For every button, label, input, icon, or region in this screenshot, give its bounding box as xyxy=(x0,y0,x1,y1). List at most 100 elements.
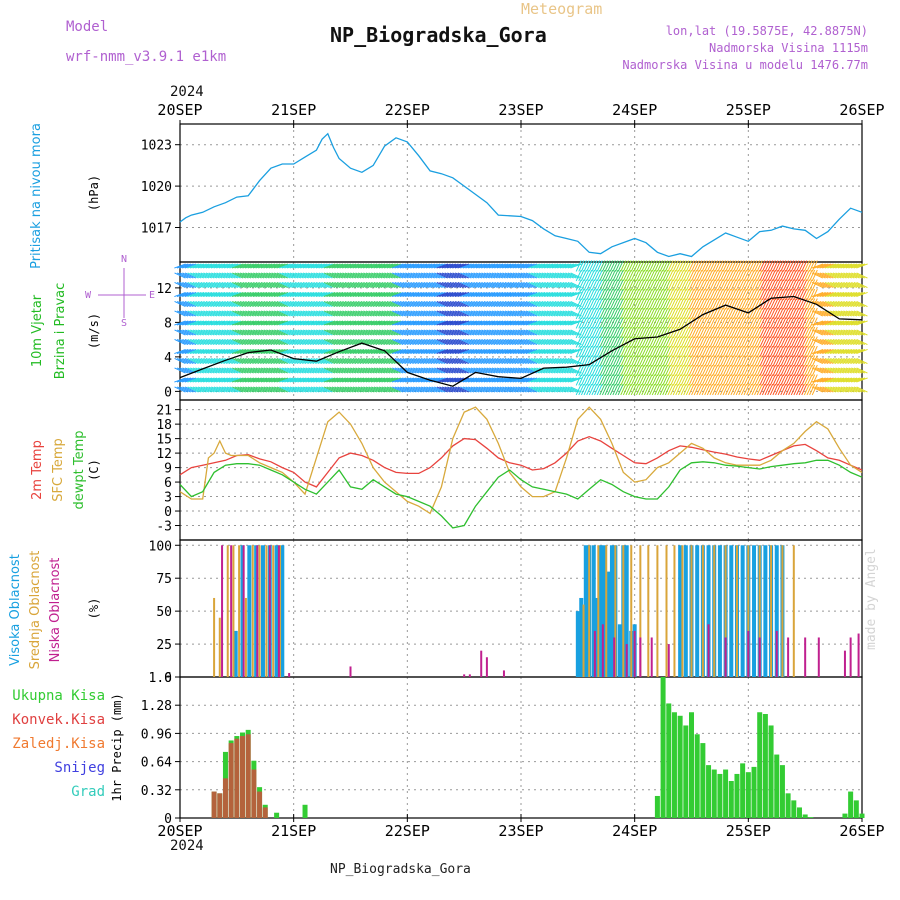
wind-barb xyxy=(253,310,265,317)
wind-barb xyxy=(575,326,582,339)
wind-barb xyxy=(601,336,608,348)
wind-barb xyxy=(612,336,619,348)
wind-barb xyxy=(237,263,249,269)
wind-barb xyxy=(607,336,614,348)
wind-barb xyxy=(740,260,747,272)
wind-barb xyxy=(195,358,207,364)
wind-barb xyxy=(237,367,249,374)
wind-barb xyxy=(462,358,475,364)
wind-barb xyxy=(420,386,433,393)
wind-barb xyxy=(449,358,462,364)
wind-barb xyxy=(567,339,580,345)
wind-barb xyxy=(412,320,425,326)
wind-barb xyxy=(473,310,485,317)
wind-barb xyxy=(559,367,572,374)
wind-barb xyxy=(775,383,782,396)
wind-barb xyxy=(717,326,724,339)
wind-barb xyxy=(851,310,863,317)
wind-barb xyxy=(704,298,711,310)
wind-barb xyxy=(205,272,218,279)
wind-barb xyxy=(436,339,448,345)
wind-barb xyxy=(517,282,530,288)
wind-barb xyxy=(515,348,527,355)
wind-barb xyxy=(746,364,753,377)
wind-barb xyxy=(260,272,273,279)
wind-barb xyxy=(352,377,365,383)
wind-barb xyxy=(176,282,189,288)
wind-barb xyxy=(179,348,192,355)
wind-barb xyxy=(441,329,454,336)
wind-barb xyxy=(415,358,427,364)
wind-barb xyxy=(588,317,595,329)
wind-barb xyxy=(336,320,349,326)
wind-barb xyxy=(536,348,548,355)
wind-barb xyxy=(824,377,837,383)
wind-barb xyxy=(242,272,254,279)
wind-barb xyxy=(292,291,304,298)
wind-barb xyxy=(179,329,191,336)
wind-barb xyxy=(245,367,257,374)
wind-barb xyxy=(239,329,252,336)
wind-barb xyxy=(759,317,766,329)
wind-barb xyxy=(339,377,352,383)
wind-barb xyxy=(567,291,580,298)
wind-barb xyxy=(504,320,517,326)
wind-barb xyxy=(386,358,399,364)
wind-barb xyxy=(551,320,564,326)
wind-barb xyxy=(239,320,252,326)
wind-barb xyxy=(315,348,328,355)
wind-barb xyxy=(439,386,451,393)
wind-barb xyxy=(247,263,260,269)
wind-barb xyxy=(355,291,367,298)
wind-barb xyxy=(696,260,703,272)
wind-barb xyxy=(504,310,517,317)
wind-barb xyxy=(743,355,750,367)
wind-barb xyxy=(788,364,795,377)
wind-barb xyxy=(714,317,721,329)
wind-barb xyxy=(751,269,758,282)
wind-barb xyxy=(601,260,608,272)
wind-barb xyxy=(441,291,454,298)
wind-barb xyxy=(811,348,824,355)
wind-barb xyxy=(580,374,587,386)
wind-barb xyxy=(730,307,737,320)
wind-barb xyxy=(326,348,338,355)
wind-barb xyxy=(237,329,249,336)
wind-barb xyxy=(499,348,512,355)
wind-barb xyxy=(517,339,530,345)
wind-barb xyxy=(213,320,226,326)
wind-barb xyxy=(441,282,454,288)
wind-barb xyxy=(649,383,656,396)
wind-barb xyxy=(588,345,595,358)
wind-barb xyxy=(693,279,700,291)
wind-barb xyxy=(649,364,656,377)
panel-unit-label: (hPa) xyxy=(87,175,101,211)
wind-barb xyxy=(793,279,800,291)
wind-barb xyxy=(410,377,422,383)
wind-barb xyxy=(226,339,239,345)
wind-barb xyxy=(308,386,320,393)
wind-barb xyxy=(284,329,296,336)
wind-barb xyxy=(704,345,711,358)
cloud-bar xyxy=(258,545,261,677)
wind-barb xyxy=(365,282,378,288)
wind-barb xyxy=(843,301,855,307)
wind-barb xyxy=(507,272,519,279)
wind-barb xyxy=(195,377,207,383)
cloud-bar xyxy=(601,545,606,677)
wind-barb xyxy=(360,367,372,374)
wind-barb xyxy=(216,301,228,307)
wind-barb xyxy=(496,367,509,374)
wind-barb xyxy=(470,377,483,383)
wind-barb xyxy=(662,298,669,310)
wind-barb xyxy=(599,288,606,301)
wind-barb xyxy=(468,386,480,393)
wind-barb xyxy=(607,326,614,339)
wind-barb xyxy=(565,291,577,298)
wind-barb xyxy=(722,307,729,320)
wind-barb xyxy=(835,301,847,307)
cloud-bar xyxy=(681,545,684,677)
wind-barb xyxy=(226,320,239,326)
wind-barb xyxy=(706,279,713,291)
precip-bar xyxy=(234,738,240,818)
